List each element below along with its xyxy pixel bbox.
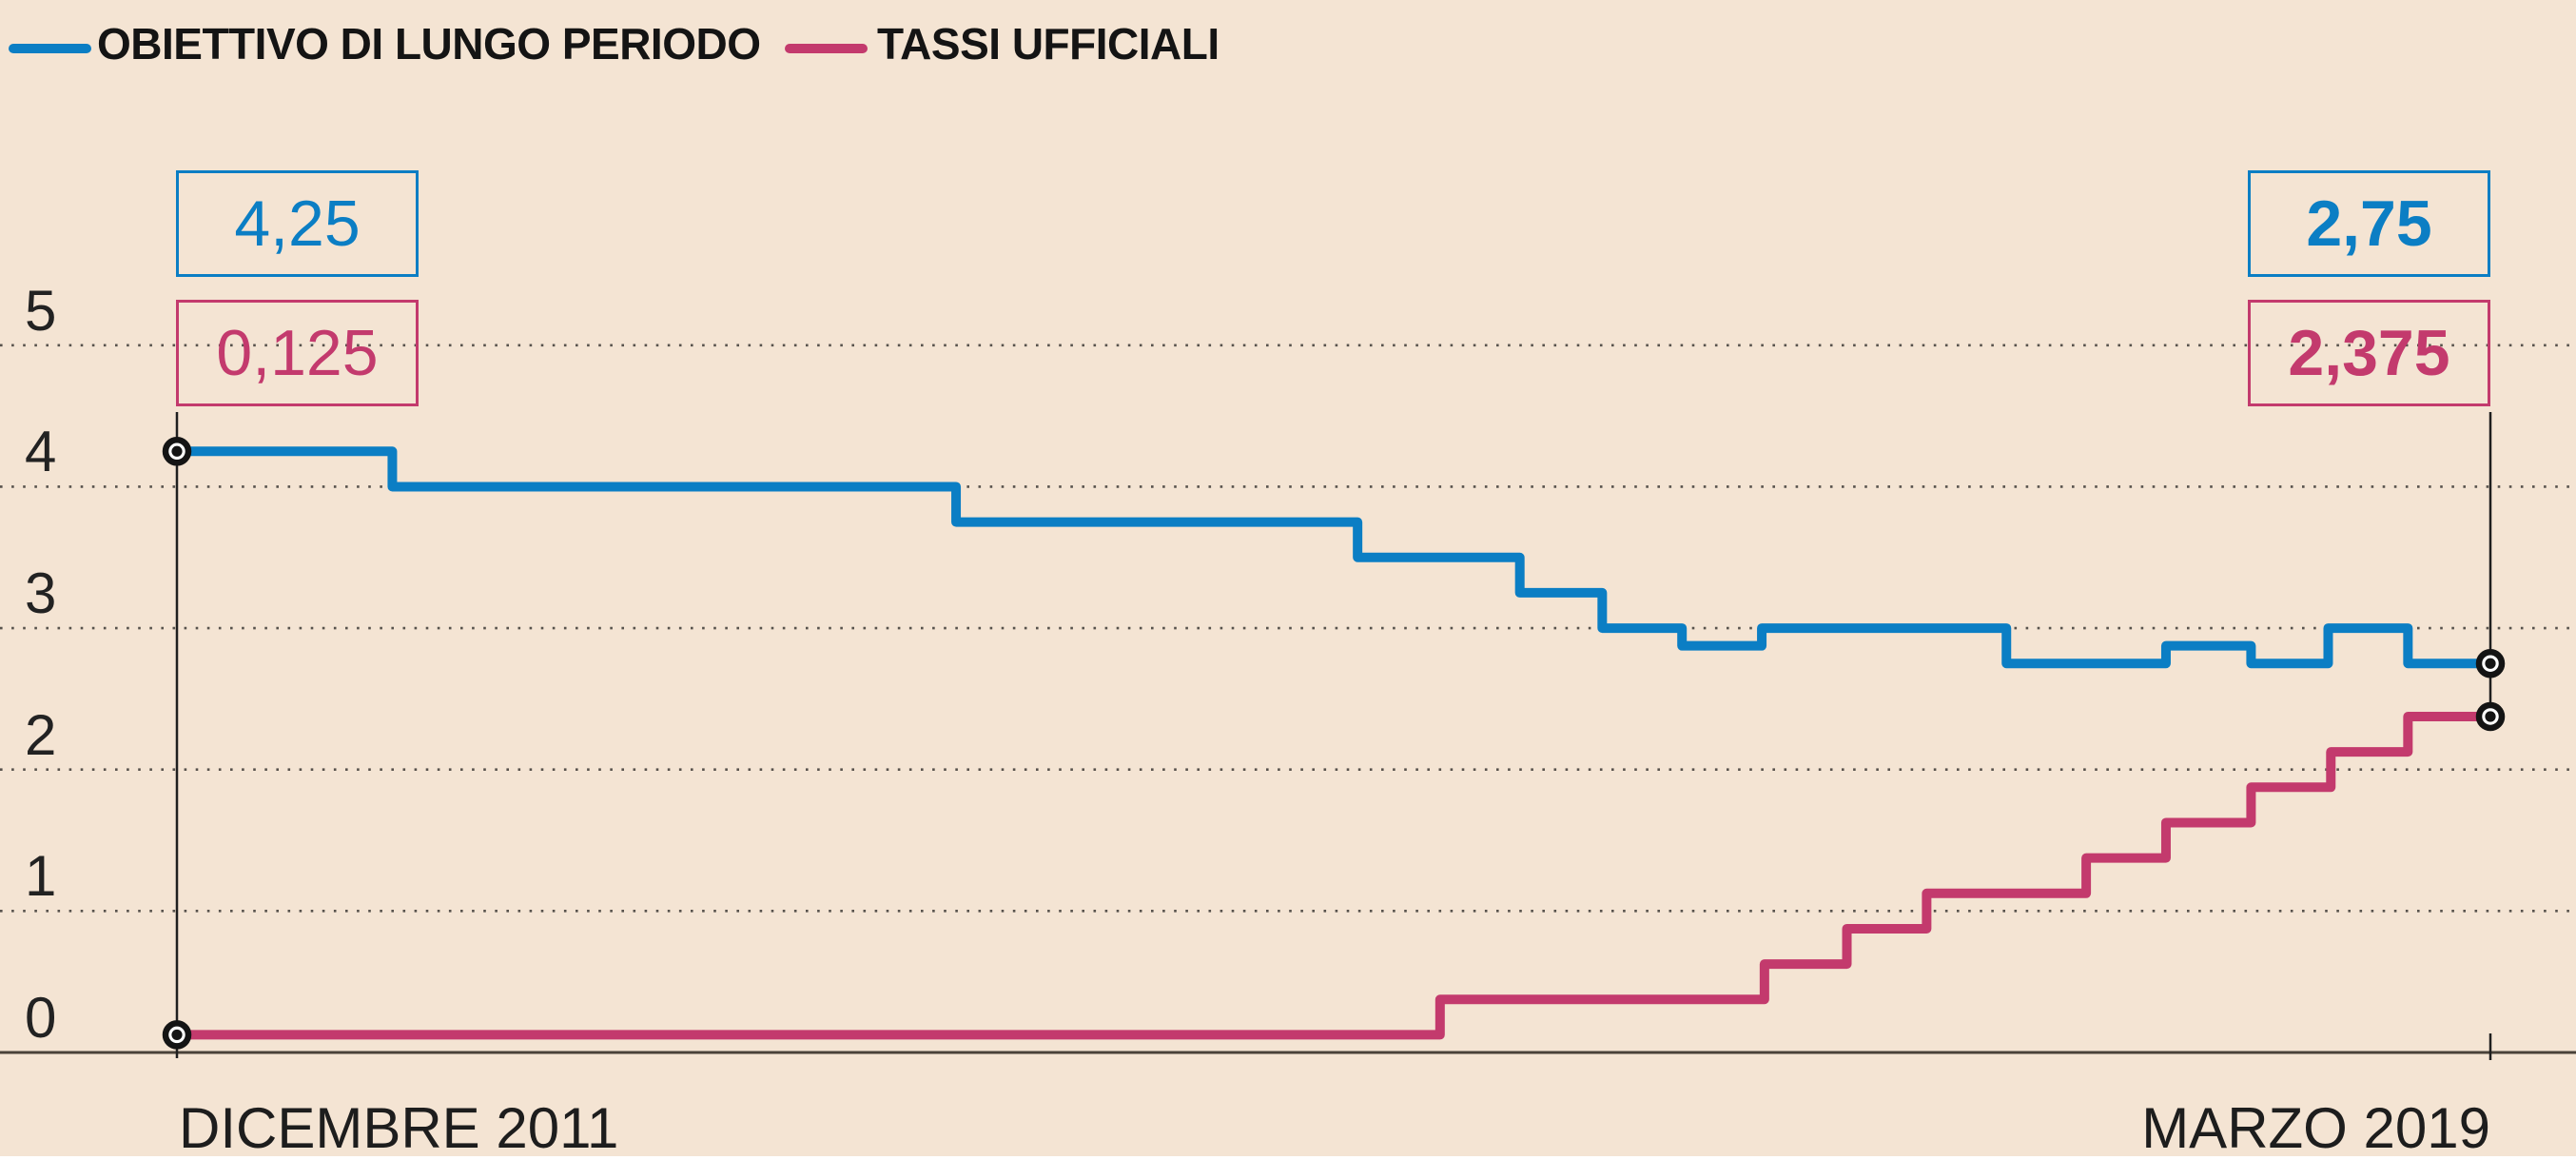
y-axis-label-3: 3: [25, 561, 57, 625]
legend-label-rates: TASSI UFFICIALI: [877, 19, 1220, 69]
x-axis-label-start: DICEMBRE 2011: [179, 1096, 619, 1160]
annotation-end-rate: 2,375: [2248, 300, 2490, 406]
legend-swatch-target-line-icon: [9, 44, 91, 53]
x-axis-label-end: MARZO 2019: [2141, 1096, 2490, 1160]
annotation-start-rate: 0,125: [176, 300, 419, 406]
y-axis-label-1: 1: [25, 844, 57, 908]
y-axis-label-2: 2: [25, 703, 57, 767]
y-axis-label-5: 5: [25, 279, 57, 343]
legend-label-target: OBIETTIVO DI LUNGO PERIODO: [97, 19, 761, 69]
legend-swatch-rates-line-icon: [785, 44, 868, 53]
annotation-end-target: 2,75: [2248, 170, 2490, 277]
annotation-start-target: 4,25: [176, 170, 419, 277]
y-axis-label-4: 4: [25, 420, 57, 483]
y-axis-label-0: 0: [25, 986, 57, 1050]
